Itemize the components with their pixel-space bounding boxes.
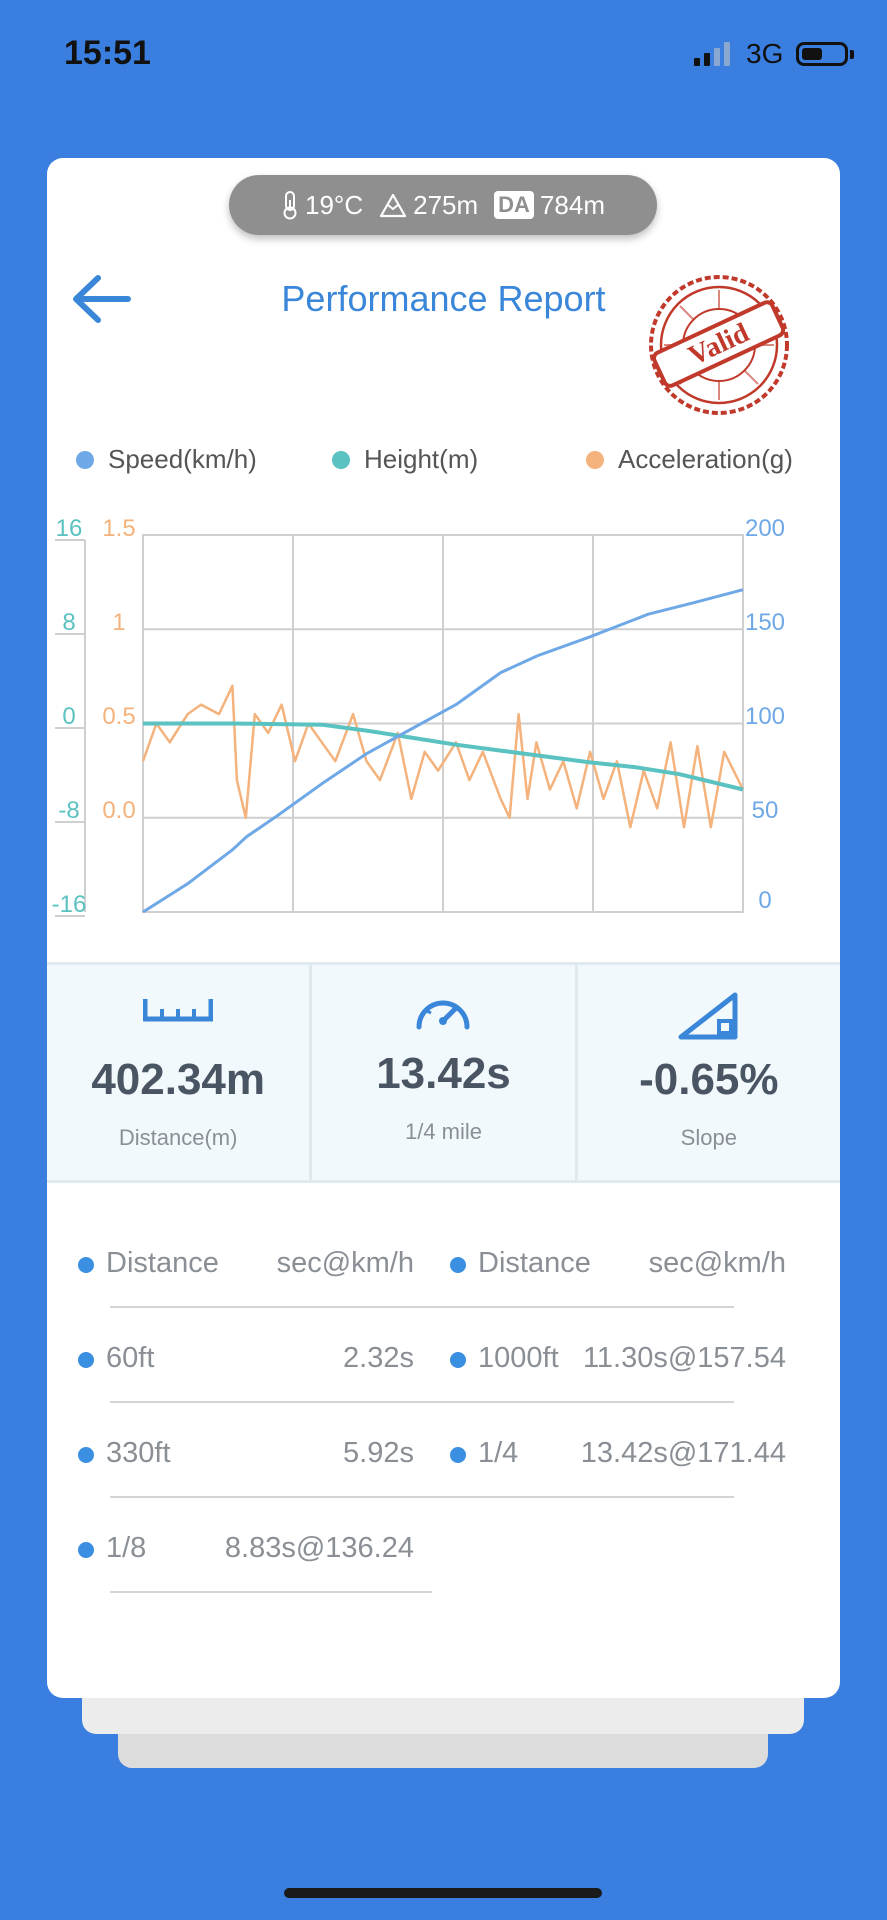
table-row: 1/4 13.42s@171.44: [450, 1437, 786, 1477]
table-row: 1/8 8.83s@136.24: [78, 1532, 414, 1572]
network-type: 3G: [746, 38, 784, 69]
bullet-dot: [450, 1447, 466, 1463]
acceleration-series-line: [141, 684, 745, 829]
valid-stamp-icon: Valid: [649, 275, 789, 415]
header-distance-right: Distance: [478, 1247, 591, 1279]
battery-tip: [850, 50, 854, 59]
table-row: 1000ft 11.30s@157.54: [450, 1342, 786, 1382]
legend-acceleration: Acceleration(g): [586, 444, 793, 475]
speed-tick-label: 200: [745, 515, 785, 542]
legend-height-dot: [332, 450, 350, 469]
row-time: 13.42s@171.44: [580, 1437, 786, 1469]
table-header-left: Distance sec@km/h: [78, 1247, 414, 1287]
accel-tick-label: 1: [112, 609, 125, 636]
row-divider: [110, 1591, 432, 1593]
stats-panel: 402.34m Distance(m) 13.42s 1/4 mile -0.6…: [47, 962, 840, 1183]
density-altitude-value: 784m: [539, 189, 605, 220]
temperature-value: 19°C: [305, 189, 364, 220]
height-tick-label: -8: [58, 797, 79, 824]
back-arrow-icon[interactable]: [70, 272, 134, 326]
speed-tick-label: 100: [745, 703, 785, 730]
height-tick-label: 8: [62, 609, 75, 636]
bullet-dot: [78, 1447, 94, 1463]
speed-tick-label: 150: [745, 609, 785, 636]
distance-value: 402.34m: [91, 1055, 266, 1104]
legend-speed-dot: [76, 450, 94, 469]
table-row: 60ft 2.32s: [78, 1342, 414, 1382]
row-distance: 330ft: [106, 1437, 171, 1469]
row-divider: [110, 1496, 734, 1498]
altitude-item: 275m: [379, 190, 478, 221]
bullet-dot: [78, 1352, 94, 1368]
table-header-right: Distance sec@km/h: [450, 1247, 786, 1287]
da-badge: DA: [494, 191, 534, 219]
status-bar: 15:51 3G: [0, 0, 887, 110]
row-time: 11.30s@157.54: [582, 1342, 786, 1374]
legend-height: Height(m): [332, 444, 478, 475]
stat-distance: 402.34m Distance(m): [47, 965, 309, 1180]
row-distance: 1000ft: [478, 1342, 559, 1374]
altitude-value: 275m: [413, 189, 479, 220]
accel-tick-label: 0.0: [102, 797, 135, 824]
row-divider: [110, 1401, 734, 1403]
density-altitude-item: DA 784m: [494, 190, 605, 221]
height-tick-label: 16: [56, 515, 83, 542]
row-time: 2.32s: [343, 1342, 414, 1374]
row-time: 5.92s: [343, 1437, 414, 1469]
speed-tick-label: 50: [752, 797, 779, 824]
accel-tick-label: 0.5: [102, 703, 135, 730]
legend-acceleration-label: Acceleration(g): [618, 444, 793, 474]
slope-icon: [678, 992, 738, 1040]
row-distance: 1/4: [478, 1437, 519, 1469]
header-distance-left: Distance: [106, 1247, 219, 1279]
header-time-left: sec@km/h: [276, 1247, 414, 1279]
height-tick-label: -16: [52, 891, 87, 918]
page-title: Performance Report: [281, 278, 606, 319]
quarter-mile-label: 1/4 mile: [404, 1119, 483, 1144]
mountain-icon: [380, 193, 407, 218]
stat-slope: -0.65% Slope: [574, 965, 840, 1180]
slope-label: Slope: [680, 1125, 737, 1150]
temperature-item: 19°C: [281, 190, 363, 221]
thermometer-icon: [283, 191, 297, 220]
height-series-line: [143, 721, 744, 792]
legend-acceleration-dot: [586, 450, 604, 469]
bullet-dot: [450, 1352, 466, 1368]
signal-icon: [694, 42, 730, 66]
quarter-mile-value: 13.42s: [376, 1049, 511, 1098]
table-row: 330ft 5.92s: [78, 1437, 414, 1477]
status-time: 15:51: [64, 34, 151, 72]
height-tick-label: 0: [62, 703, 75, 730]
bullet-dot: [78, 1542, 94, 1558]
stat-quarter-mile: 13.42s 1/4 mile: [309, 965, 574, 1180]
legend-height-label: Height(m): [364, 444, 479, 474]
header-time-right: sec@km/h: [648, 1247, 786, 1279]
home-indicator[interactable]: [284, 1888, 602, 1898]
ruler-icon: [143, 999, 214, 1022]
speedometer-icon: [416, 1000, 470, 1030]
chart-legend: Speed(km/h) Height(m) Acceleration(g): [70, 444, 830, 484]
legend-speed-label: Speed(km/h): [108, 444, 257, 474]
row-divider: [110, 1306, 734, 1308]
weather-pill: 19°C 275m DA 784m: [229, 175, 657, 235]
speed-series-line: [142, 588, 744, 914]
distance-label: Distance(m): [118, 1125, 238, 1150]
report-card: [47, 158, 840, 1698]
slope-value: -0.65%: [639, 1055, 779, 1104]
row-distance: 60ft: [106, 1342, 155, 1374]
accel-tick-label: 1.5: [102, 515, 135, 542]
legend-speed: Speed(km/h): [76, 444, 257, 475]
bullet-dot: [78, 1257, 94, 1273]
battery-icon: [796, 42, 848, 66]
bullet-dot: [450, 1257, 466, 1273]
row-time: 8.83s@136.24: [224, 1532, 414, 1564]
speed-tick-label: 0: [758, 887, 771, 914]
row-distance: 1/8: [106, 1532, 147, 1564]
performance-chart: 16 8 0 -8 -16 1.5 1 0.5 0.0 200 150 100 50 0: [52, 515, 785, 918]
